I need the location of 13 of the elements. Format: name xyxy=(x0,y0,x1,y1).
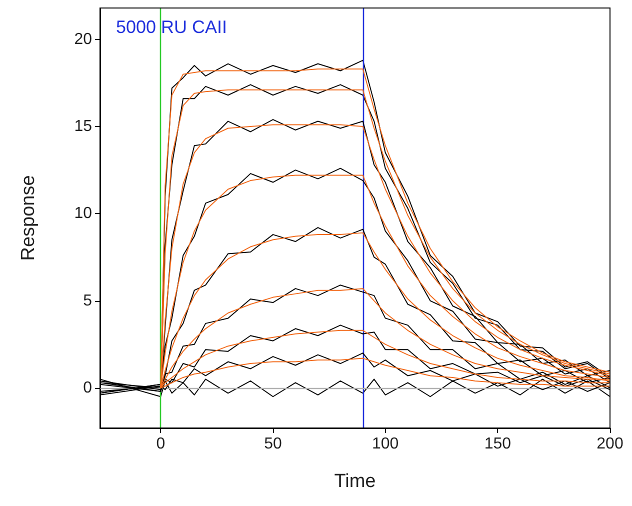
y-tick-label: 20 xyxy=(74,30,92,48)
x-tick-label: 0 xyxy=(156,436,166,452)
y-tick-label: 5 xyxy=(83,292,92,310)
y-tick-label: 15 xyxy=(74,118,92,136)
y-axis-title: Response xyxy=(18,175,39,261)
x-tick-label: 50 xyxy=(264,436,282,452)
x-tick-label: 150 xyxy=(484,436,512,452)
x-tick-label: 100 xyxy=(372,436,399,452)
y-tick-label: 10 xyxy=(74,205,92,222)
y-tick-label: 0 xyxy=(83,379,92,396)
annotation: 5000 RU CAII xyxy=(116,17,228,37)
x-tick-label: 200 xyxy=(596,436,624,452)
x-axis-title: Time xyxy=(334,471,376,492)
